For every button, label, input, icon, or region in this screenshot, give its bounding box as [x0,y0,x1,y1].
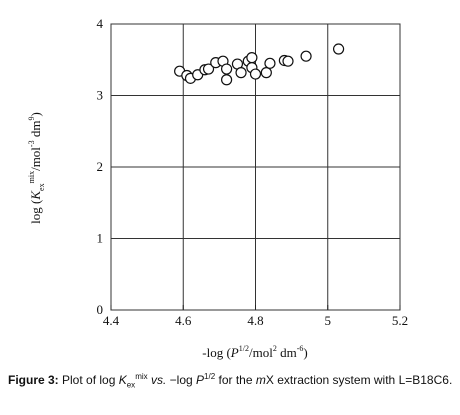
y-tick-label: 2 [97,159,104,174]
data-point [221,63,233,75]
x-tick-label: 4.4 [103,313,120,328]
caption-label: Figure 3: [8,373,59,387]
data-point [235,67,247,79]
data-point [249,68,262,80]
data-point [246,52,258,64]
data-points [174,43,345,86]
data-point [282,55,294,67]
y-tick-label: 4 [97,16,104,31]
y-tick-label: 3 [97,88,104,103]
data-point [332,43,345,55]
data-point [202,63,215,75]
x-tick-labels: 4.4 4.6 4.8 5 5.2 [103,313,408,328]
y-tick-label: 0 [97,302,104,317]
y-tick-label: 1 [97,231,104,246]
x-tick-label: 5 [325,313,332,328]
data-point [221,74,233,86]
plot-area: 4.4 4.6 4.8 5 5.2 0 1 2 3 4 [97,16,409,328]
y-tick-labels: 0 1 2 3 4 [97,16,104,317]
x-tick-label: 4.6 [175,313,192,328]
data-point [264,57,276,69]
data-point [260,67,272,79]
x-axis-label: -log (P1/2/mol2 dm-6) [202,344,307,360]
x-tick-label: 4.8 [247,313,263,328]
y-axis-label: log (Kexmix/mol-3 dm9) [27,112,46,224]
data-point [300,50,312,62]
x-tick-label: 5.2 [392,313,408,328]
figure-caption: Figure 3: Plot of log Kexmix vs. −log P1… [8,372,453,390]
